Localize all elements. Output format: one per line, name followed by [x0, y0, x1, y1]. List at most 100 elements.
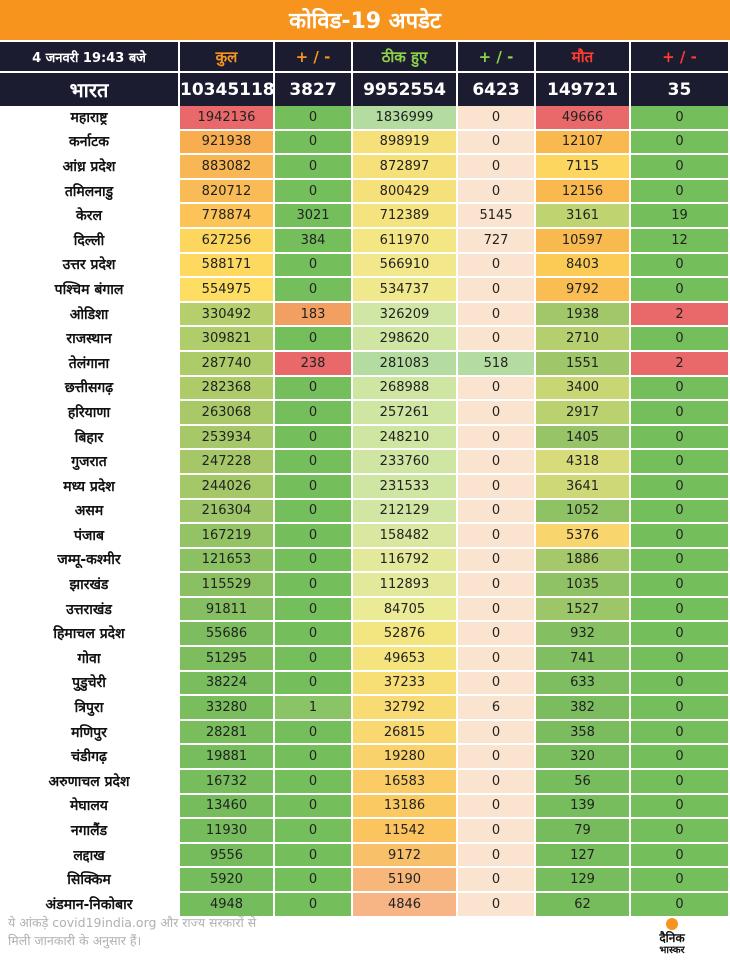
state-name: तेलंगाना	[0, 351, 180, 377]
table-row: तमिलनाडु 820712 0 800429 0 12156 0	[0, 179, 730, 205]
india-recovered-change: 6423	[458, 71, 536, 106]
deaths-change-cell: 0	[631, 499, 730, 525]
total-cell: 330492	[180, 302, 275, 328]
deaths-change-cell: 0	[631, 720, 730, 746]
total-cell: 216304	[180, 499, 275, 525]
table-row: अंडमान-निकोबार 4948 0 4846 0 62 0	[0, 893, 730, 918]
logo-line-2: भास्कर	[659, 945, 685, 956]
state-name: ओडिशा	[0, 302, 180, 328]
state-name: दिल्ली	[0, 228, 180, 254]
india-total-row: भारत 10345118 3827 9952554 6423 149721 3…	[0, 71, 730, 106]
total-change-cell: 0	[275, 401, 353, 426]
total-change-cell: 0	[275, 622, 353, 648]
recovered-cell: 281083	[353, 351, 458, 377]
table-row: त्रिपुरा 33280 1 32792 6 382 0	[0, 696, 730, 721]
table-row: पंजाब 167219 0 158482 0 5376 0	[0, 524, 730, 549]
total-change-cell: 0	[275, 843, 353, 869]
deaths-cell: 932	[536, 622, 631, 648]
table-row: झारखंड 115529 0 112893 0 1035 0	[0, 573, 730, 598]
deaths-cell: 12107	[536, 130, 631, 156]
total-cell: 38224	[180, 671, 275, 697]
recovered-cell: 112893	[353, 573, 458, 598]
header-date: 4 जनवरी 19:43 बजे	[0, 40, 180, 71]
table-row: लद्दाख 9556 0 9172 0 127 0	[0, 843, 730, 869]
deaths-cell: 9792	[536, 278, 631, 303]
state-name: हरियाणा	[0, 401, 180, 426]
recovered-cell: 49653	[353, 647, 458, 672]
total-change-cell: 0	[275, 573, 353, 598]
recovered-change-cell: 0	[458, 425, 536, 451]
recovered-change-cell: 0	[458, 720, 536, 746]
recovered-change-cell: 0	[458, 106, 536, 131]
state-name: झारखंड	[0, 573, 180, 598]
table-row: महाराष्ट्र 1942136 0 1836999 0 49666 0	[0, 106, 730, 131]
total-cell: 4948	[180, 893, 275, 918]
recovered-cell: 4846	[353, 893, 458, 918]
recovered-change-cell: 0	[458, 499, 536, 525]
recovered-cell: 268988	[353, 376, 458, 402]
total-change-cell: 0	[275, 548, 353, 574]
recovered-cell: 326209	[353, 302, 458, 328]
deaths-change-cell: 0	[631, 278, 730, 303]
total-change-cell: 0	[275, 794, 353, 820]
total-change-cell: 384	[275, 228, 353, 254]
total-cell: 5920	[180, 868, 275, 893]
header-deaths-change: + / -	[631, 40, 730, 71]
sun-dot-icon	[666, 918, 678, 930]
total-cell: 19881	[180, 745, 275, 771]
recovered-cell: 84705	[353, 597, 458, 623]
recovered-change-cell: 0	[458, 130, 536, 156]
total-cell: 51295	[180, 647, 275, 672]
state-name: हिमाचल प्रदेश	[0, 622, 180, 648]
recovered-change-cell: 6	[458, 696, 536, 721]
recovered-change-cell: 0	[458, 745, 536, 771]
deaths-change-cell: 0	[631, 868, 730, 893]
deaths-change-cell: 0	[631, 474, 730, 500]
table-row: हिमाचल प्रदेश 55686 0 52876 0 932 0	[0, 622, 730, 648]
total-cell: 33280	[180, 696, 275, 721]
state-name: केरल	[0, 204, 180, 229]
recovered-change-cell: 0	[458, 622, 536, 648]
deaths-cell: 1405	[536, 425, 631, 451]
total-change-cell: 183	[275, 302, 353, 328]
recovered-cell: 712389	[353, 204, 458, 229]
state-name: उत्तर प्रदेश	[0, 253, 180, 279]
recovered-cell: 52876	[353, 622, 458, 648]
recovered-change-cell: 0	[458, 155, 536, 180]
state-name: पंजाब	[0, 524, 180, 549]
recovered-change-cell: 0	[458, 843, 536, 869]
recovered-change-cell: 0	[458, 548, 536, 574]
deaths-change-cell: 0	[631, 671, 730, 697]
table-row: गुजरात 247228 0 233760 0 4318 0	[0, 450, 730, 475]
state-name: राजस्थान	[0, 327, 180, 352]
recovered-change-cell: 0	[458, 450, 536, 475]
total-change-cell: 0	[275, 868, 353, 893]
india-recovered: 9952554	[353, 71, 458, 106]
recovered-change-cell: 0	[458, 893, 536, 918]
recovered-cell: 248210	[353, 425, 458, 451]
recovered-cell: 800429	[353, 179, 458, 205]
total-cell: 115529	[180, 573, 275, 598]
recovered-cell: 37233	[353, 671, 458, 697]
deaths-change-cell: 0	[631, 843, 730, 869]
source-note-line-2: मिली जानकारी के अनुसार हैं।	[8, 933, 142, 948]
deaths-cell: 3641	[536, 474, 631, 500]
state-name: बिहार	[0, 425, 180, 451]
deaths-cell: 320	[536, 745, 631, 771]
recovered-change-cell: 0	[458, 819, 536, 844]
state-name: लद्दाख	[0, 843, 180, 869]
deaths-cell: 2710	[536, 327, 631, 352]
total-cell: 247228	[180, 450, 275, 475]
header-deaths: मौत	[536, 40, 631, 71]
state-rows: महाराष्ट्र 1942136 0 1836999 0 49666 0 कर्नाटक 9…	[0, 106, 730, 918]
total-cell: 55686	[180, 622, 275, 648]
deaths-change-cell: 2	[631, 351, 730, 377]
source-note-line-1: ये आंकड़े covid19india.org और राज्य सरका…	[8, 915, 257, 930]
deaths-change-cell: 0	[631, 130, 730, 156]
state-name: गोवा	[0, 647, 180, 672]
recovered-cell: 11542	[353, 819, 458, 844]
recovered-cell: 5190	[353, 868, 458, 893]
table-row: पुडुचेरी 38224 0 37233 0 633 0	[0, 671, 730, 697]
header-total: कुल	[180, 40, 275, 71]
recovered-cell: 611970	[353, 228, 458, 254]
